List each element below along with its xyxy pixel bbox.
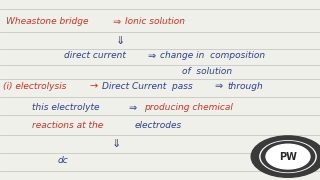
Text: direct current: direct current (64, 51, 126, 60)
Text: change in  composition: change in composition (160, 51, 265, 60)
Text: ⇓: ⇓ (115, 36, 124, 46)
Text: ⇓: ⇓ (112, 139, 121, 149)
Text: PW: PW (279, 152, 297, 162)
Text: ⇒: ⇒ (214, 81, 222, 91)
Text: dc: dc (58, 156, 68, 165)
Text: through: through (227, 82, 263, 91)
Text: Ionic solution: Ionic solution (125, 17, 185, 26)
Text: electrodes: electrodes (134, 122, 182, 130)
Text: Wheastone bridge: Wheastone bridge (6, 17, 89, 26)
Text: Direct Current  pass: Direct Current pass (102, 82, 193, 91)
Text: this electrolyte: this electrolyte (32, 103, 100, 112)
Circle shape (251, 136, 320, 177)
Text: ⇒: ⇒ (147, 51, 155, 61)
Text: ⇒: ⇒ (128, 103, 136, 113)
Text: producing chemical: producing chemical (144, 103, 233, 112)
Text: ⇒: ⇒ (112, 17, 120, 27)
Circle shape (266, 144, 310, 169)
Text: (i) electrolysis: (i) electrolysis (3, 82, 67, 91)
Text: reactions at the: reactions at the (32, 122, 103, 130)
Circle shape (261, 141, 315, 172)
Text: →: → (90, 81, 98, 91)
Circle shape (260, 141, 316, 172)
Text: of  solution: of solution (182, 68, 233, 76)
